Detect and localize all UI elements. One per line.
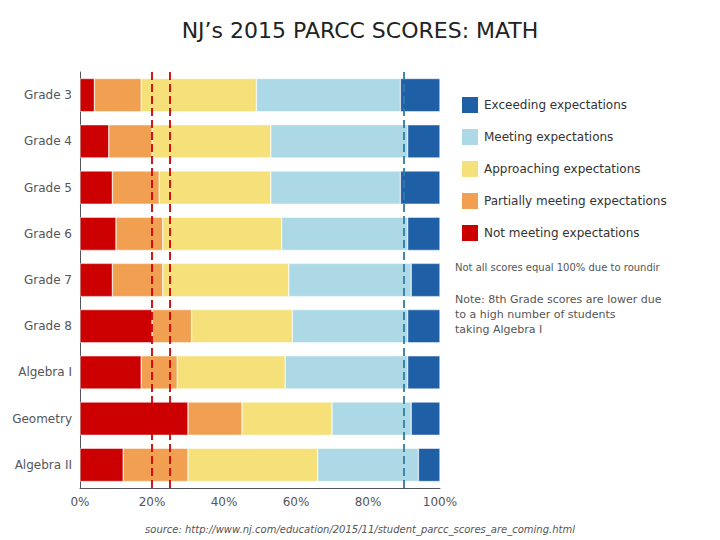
svg-text:40%: 40% <box>211 495 238 509</box>
svg-text:Partially meeting expectations: Partially meeting expectations <box>484 194 667 208</box>
svg-text:Geometry: Geometry <box>12 412 72 426</box>
svg-text:Algebra I: Algebra I <box>18 365 72 379</box>
svg-text:source: http://www.nj.com/educ: source: http://www.nj.com/education/2015… <box>145 524 575 536</box>
svg-text:Grade 8: Grade 8 <box>24 319 72 333</box>
svg-text:Approaching expectations: Approaching expectations <box>484 162 641 176</box>
svg-text:Not all scores equal 100% due: Not all scores equal 100% due to roundir <box>455 262 661 273</box>
svg-text:Grade 3: Grade 3 <box>24 88 72 102</box>
svg-text:Not meeting expectations: Not meeting expectations <box>484 226 640 240</box>
svg-text:Exceeding expectations: Exceeding expectations <box>484 98 627 112</box>
svg-text:Note: 8th Grade scores are low: Note: 8th Grade scores are lower due <box>455 293 662 306</box>
svg-text:NJ’s 2015 PARCC SCORES: MATH: NJ’s 2015 PARCC SCORES: MATH <box>182 18 539 43</box>
svg-text:to a high number of students: to a high number of students <box>455 308 616 321</box>
svg-text:80%: 80% <box>355 495 382 509</box>
svg-text:60%: 60% <box>283 495 310 509</box>
svg-text:0%: 0% <box>70 495 89 509</box>
svg-text:Grade 7: Grade 7 <box>24 273 72 287</box>
svg-text:Grade 6: Grade 6 <box>24 227 72 241</box>
svg-text:20%: 20% <box>139 495 166 509</box>
svg-text:Algebra II: Algebra II <box>15 458 72 472</box>
svg-text:Meeting expectations: Meeting expectations <box>484 130 613 144</box>
svg-text:100%: 100% <box>423 495 457 509</box>
svg-text:Grade 5: Grade 5 <box>24 181 72 195</box>
svg-text:taking Algebra I: taking Algebra I <box>455 323 542 336</box>
svg-text:Grade 4: Grade 4 <box>24 134 72 148</box>
